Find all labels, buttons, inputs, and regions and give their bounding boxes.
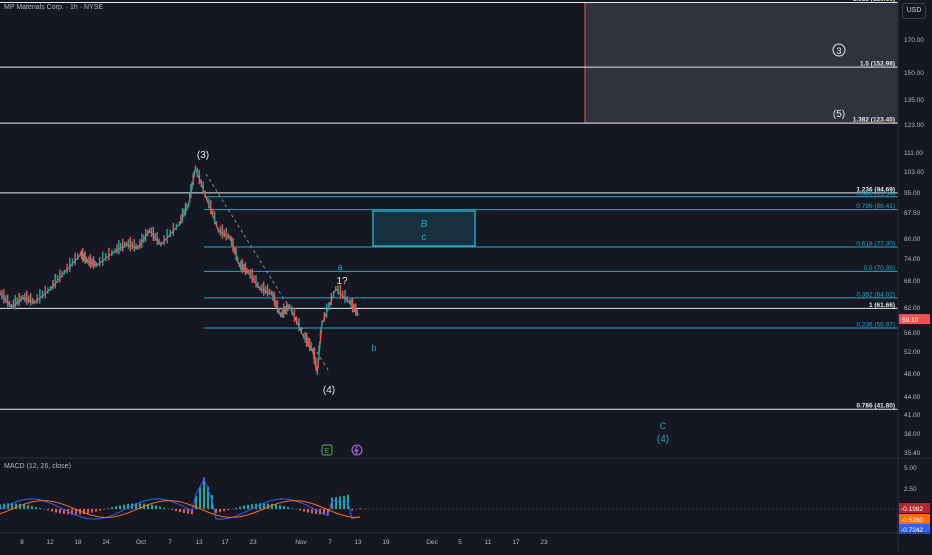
time-axis-tick: 8 xyxy=(20,539,24,546)
macd-axis-tick: 5.00 xyxy=(904,465,917,472)
fib-level-label: 1 (61.66) xyxy=(869,302,895,309)
earnings-marker-icon xyxy=(321,444,333,456)
price-axis-tick: 52.00 xyxy=(904,349,921,356)
time-axis-tick: 13 xyxy=(354,539,362,546)
price-axis-tick: 56.00 xyxy=(904,330,921,337)
fib-level-label: 0.236 (56.97) xyxy=(856,321,895,328)
time-axis-tick: 7 xyxy=(328,539,332,546)
wave-label: (4) xyxy=(323,385,335,396)
time-axis-tick: 18 xyxy=(74,539,82,546)
fib-level-label: 1.236 (94.69) xyxy=(856,186,895,193)
bc-box-label-c: c xyxy=(422,232,427,243)
fib-level-label: 0.382 (64.02) xyxy=(856,291,895,298)
price-axis-tick: 123.00 xyxy=(904,122,924,129)
time-axis-tick: 11 xyxy=(485,539,492,546)
price-axis-tick: 170.00 xyxy=(904,37,924,44)
fib-level-label: 0.786 (88.41) xyxy=(856,203,895,210)
macd-value-label: -0.1982 xyxy=(901,506,923,513)
macd-signal-line xyxy=(0,500,361,518)
fib-level-label: 1.5 (152.98) xyxy=(860,61,895,68)
wave-label: (5) xyxy=(833,109,845,120)
price-axis-tick: 80.00 xyxy=(904,236,921,243)
last-price-value: 59.10 xyxy=(902,317,919,324)
macd-value-label: -0.5260 xyxy=(901,517,923,524)
earnings-marker-label: E xyxy=(325,448,330,455)
macd-line xyxy=(0,477,361,520)
time-axis-tick: 23 xyxy=(249,539,257,546)
price-axis-tick: 103.00 xyxy=(904,169,924,176)
last-price-tag xyxy=(899,314,930,325)
macd-value-label: -0.7242 xyxy=(901,527,923,534)
price-axis-tick: 87.50 xyxy=(904,210,921,217)
time-axis-tick: 17 xyxy=(512,539,520,546)
price-axis-tick: 74.00 xyxy=(904,256,921,263)
wave-label: a xyxy=(337,262,342,272)
price-axis-tick: 38.00 xyxy=(904,431,921,438)
macd-axis-tick: 2.50 xyxy=(904,486,917,493)
fib-level-label: 1.618 (189.56) xyxy=(853,0,895,3)
time-axis-tick: 13 xyxy=(195,539,203,546)
fib-level-label: 0.786 (41.80) xyxy=(856,403,895,410)
price-axis-tick: 111.00 xyxy=(904,150,923,157)
wave-label: 3 xyxy=(836,46,841,56)
price-axis-tick: 95.00 xyxy=(904,190,921,197)
wave-circle-label xyxy=(832,43,846,57)
price-axis-tick: 35.40 xyxy=(904,450,921,457)
macd-value-tag xyxy=(899,503,930,513)
time-axis-tick: 17 xyxy=(221,539,229,546)
fib-level-label: 0.886 (91.54) xyxy=(856,190,895,197)
fib-level-label: 0.618 (77.30) xyxy=(856,241,895,248)
wave-label: C xyxy=(660,421,667,431)
time-axis-tick: Oct xyxy=(136,539,146,546)
price-axis-tick: 150.00 xyxy=(904,70,924,77)
price-axis-tick: 135.00 xyxy=(904,97,924,104)
fib-level-label: 0.5 (70.35) xyxy=(864,265,895,272)
macd-value-tag xyxy=(899,514,930,524)
price-axis-tick: 41.00 xyxy=(904,412,921,419)
time-axis-tick: 19 xyxy=(382,539,390,546)
price-axis-tick: 62.00 xyxy=(904,305,921,312)
time-axis-tick: 23 xyxy=(540,539,548,546)
lightning-bolt-icon xyxy=(354,445,359,455)
target-zone-box xyxy=(584,1,899,124)
time-axis-tick: 5 xyxy=(458,539,462,546)
wave-label: b xyxy=(371,343,376,353)
time-axis-tick: 24 xyxy=(102,539,110,546)
fib-level-label: 1.382 (123.45) xyxy=(853,117,895,124)
macd-value-tag xyxy=(899,524,930,534)
time-axis-tick: Dec xyxy=(426,539,438,546)
price-axis-tick: 48.00 xyxy=(904,371,921,378)
time-axis-tick: 7 xyxy=(168,539,172,546)
bc-target-box xyxy=(372,210,476,247)
wave-channel-line xyxy=(205,173,331,374)
currency-button[interactable]: USD xyxy=(902,3,926,19)
wave-label: (3) xyxy=(197,150,209,161)
wave-label: (4) xyxy=(657,434,669,445)
price-axis-tick: 68.00 xyxy=(904,278,921,285)
lightning-event-icon xyxy=(351,444,363,456)
macd-label: MACD (12, 26, close) xyxy=(4,463,71,470)
price-axis-tick: 44.00 xyxy=(904,394,921,401)
time-axis-tick: 12 xyxy=(46,539,54,546)
symbol-header: MP Materials Corp. · 1h · NYSE xyxy=(4,4,104,11)
wave-label: 1? xyxy=(336,276,348,287)
time-axis-tick: Nov xyxy=(295,539,307,546)
bc-box-label-b: B xyxy=(421,219,428,230)
